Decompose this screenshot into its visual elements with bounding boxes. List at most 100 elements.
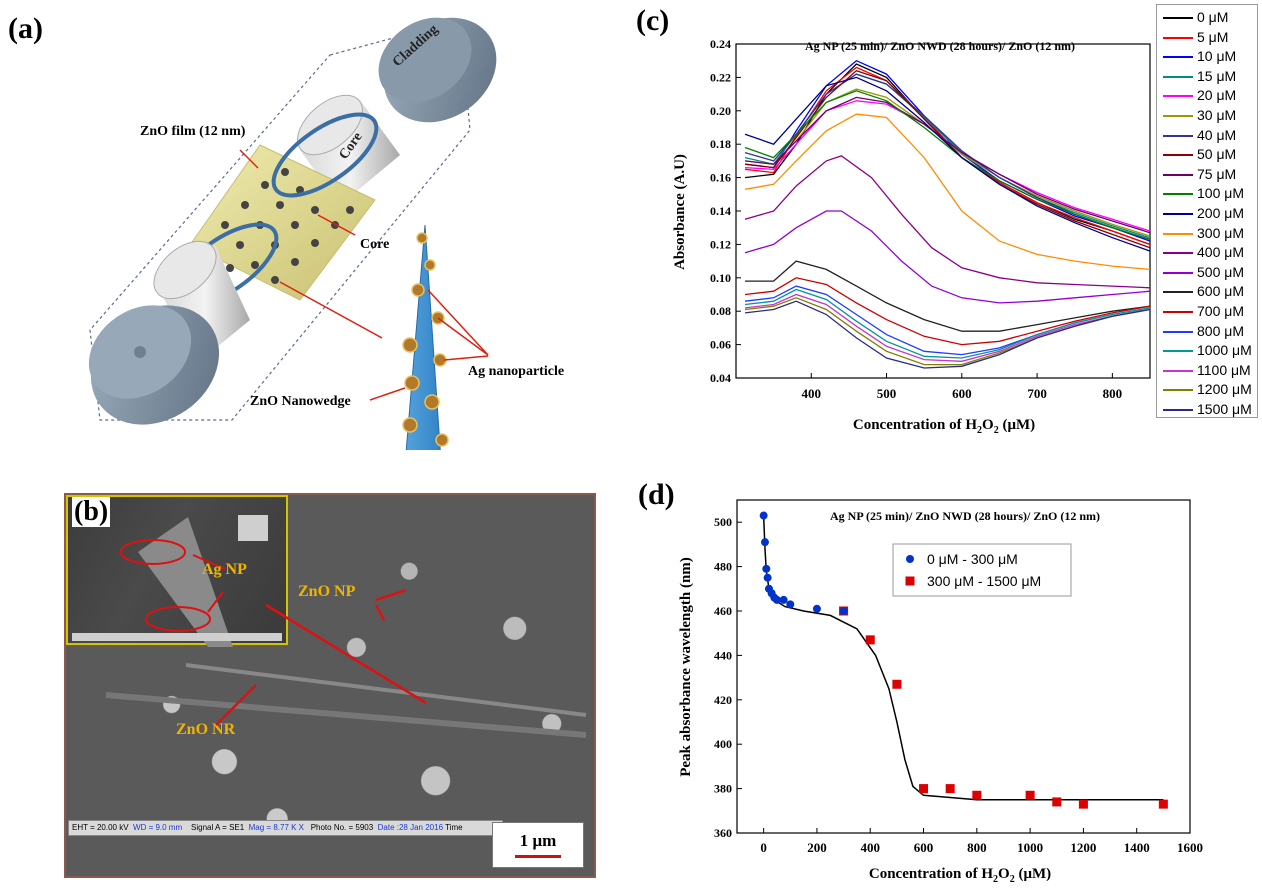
chart-d-legend-marker-high [905,576,915,586]
chart-d-xtick-label: 1400 [1124,840,1150,855]
legend-label: 1200 μM [1197,381,1252,398]
ag-arrow-1 [427,289,489,356]
legend-label: 200 μM [1197,205,1244,221]
chart-c-ytick-label: 0.22 [710,70,731,84]
core-arrow [317,214,356,236]
legend-label: 0 μM [1197,9,1229,25]
legend-label: 600 μM [1197,283,1244,300]
ag-nanoparticles [402,232,449,447]
signal-value: Signal A = SE1 [191,823,245,832]
legend-swatch [1163,154,1193,157]
chart-d-point-high [1158,799,1168,809]
chart-d-point-high [865,635,875,645]
legend-swatch [1163,350,1193,353]
nanowedge-arrow [369,387,406,401]
chart-c-series-line [744,277,1151,346]
panel-a: (a) Cladding Core [0,0,620,450]
chart-d-point-low [759,511,768,520]
ag-np-label: Ag NP [202,561,247,578]
chart-d-ytick-label: 380 [714,782,732,796]
chart-d-point-low [763,573,772,582]
legend-label: 50 μM [1197,146,1237,163]
chart-c-xtick-label: 600 [952,386,972,401]
legend-label: 400 μM [1197,244,1244,261]
legend-entry: 5 μM [1157,28,1257,47]
chart-c-xtick-label: 700 [1027,386,1047,401]
legend-entry: 0 μM [1157,8,1257,27]
chart-d-xtick-label: 1000 [1017,840,1043,855]
mag-value: Mag = 8.77 K X [248,823,305,832]
legend-entry: 75 μM [1157,165,1257,184]
chart-d-xtick-label: 600 [914,840,934,855]
chart-c-series-line [744,90,1151,241]
legend-label: 10 μM [1197,48,1237,65]
legend-label: 5 μM [1197,28,1229,45]
sem-info-bar: EHT = 20.00 kV WD = 9.0 mm Signal A = SE… [68,820,503,836]
legend-swatch [1163,173,1193,176]
chart-d-point-high [919,784,929,794]
chart-c-series-line [744,113,1151,271]
absorbance-chart: Ag NP (25 min)/ ZnO NWD (28 hours)/ ZnO … [672,37,1151,436]
zno-nr-label: ZnO NR [176,721,236,738]
chart-d-ytick-label: 420 [714,693,732,707]
chart-d-point-high [945,784,955,794]
legend-swatch [1163,409,1193,411]
legend-entry: 15 μM [1157,67,1257,86]
legend-entry: 1500 μM [1157,400,1257,419]
inset-circle-1 [120,539,186,565]
chart-c-xtick-label: 400 [802,386,822,401]
chart-d-xtick-label: 1200 [1070,840,1096,855]
legend-label: 30 μM [1197,107,1237,123]
chart-d-ytick-label: 480 [714,560,732,574]
zno-film-arrow [239,149,259,169]
legend-label: 75 μM [1197,165,1237,182]
legend-swatch [1163,56,1193,59]
chart-c-series-line [744,96,1151,234]
cladding-cap-top [378,17,497,123]
eht-value: EHT = 20.00 kV [72,823,129,832]
scale-bar: 1 μm [492,822,584,868]
chart-d-xtick-label: 800 [967,840,987,855]
panel-c-label: (c) [636,4,670,37]
ag-arrow-3 [443,355,489,361]
chart-d-point-low [812,604,821,613]
legend-swatch [1163,17,1193,19]
legend-entry: 200 μM [1157,204,1257,223]
chart-d-legend [892,543,1072,597]
legend-label: 1500 μM [1197,401,1252,417]
chart-c-series-line [744,293,1151,362]
chart-d-legend-label-low: 0 μM - 300 μM [927,551,1018,567]
legend-label: 20 μM [1197,87,1237,104]
chart-d-ytick-label: 440 [714,648,732,662]
legend-label: 15 μM [1197,67,1237,84]
legend-swatch [1163,193,1193,196]
panel-b-label: (b) [72,496,111,527]
legend-label: 1100 μM [1197,361,1251,378]
chart-c-xtick-label: 800 [1103,386,1123,401]
chart-d-point-high [1078,799,1088,809]
sem-image: (b) Ag NP ZnO NP ZnO NR EHT = 20.00 kV W… [64,493,596,878]
chart-d-point-high [1052,797,1062,807]
chart-c-ytick-label: 0.10 [710,271,731,285]
chart-d-xtick-label: 200 [807,840,827,855]
panel-d-label: (d) [638,478,675,511]
chart-c-series-line [744,76,1151,252]
inset-circle-2 [145,606,211,632]
chart-c-ytick-label: 0.18 [710,137,731,151]
chart-c-ytick-label: 0.24 [710,37,731,51]
scale-bar-label: 1 μm [519,831,557,850]
legend-entry: 400 μM [1157,243,1257,262]
zno-nanowedge [405,224,441,450]
chart-c-legend: 0 μM 5 μM 10 μM 15 μM 20 μM 30 μM 40 μM 50 μM 75… [1156,4,1258,418]
legend-swatch [1163,252,1193,255]
legend-entry: 10 μM [1157,47,1257,66]
legend-entry: 600 μM [1157,282,1257,301]
chart-d-ytick-label: 500 [714,515,732,529]
chart-d-point-high [972,790,982,800]
chart-c-xlabel: Concentration of H2O2 (μM) [853,417,1035,436]
chart-c-xtick-label: 500 [877,386,897,401]
legend-label: 800 μM [1197,322,1244,339]
legend-label: 700 μM [1197,303,1244,319]
chart-d-point-low [762,564,771,573]
